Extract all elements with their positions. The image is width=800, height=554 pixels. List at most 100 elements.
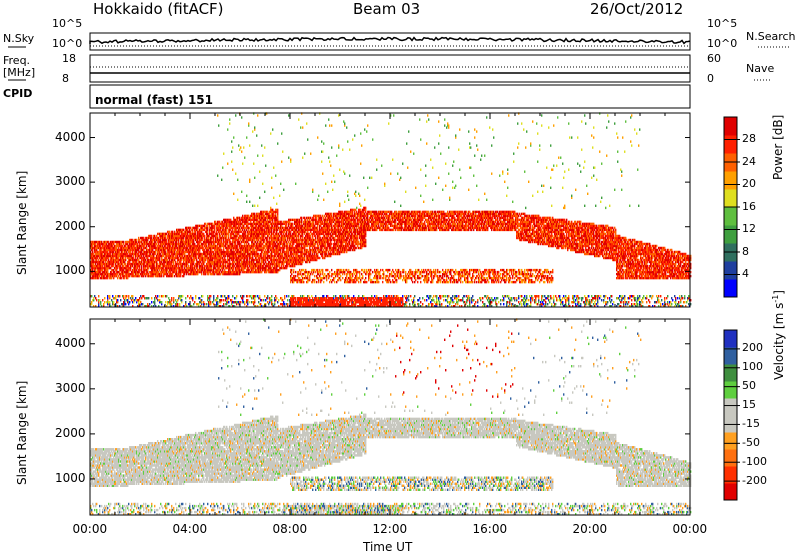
heatmap-cell (191, 297, 193, 300)
heatmap-cell (134, 274, 136, 278)
heatmap-cell (108, 262, 110, 266)
heatmap-cell (101, 258, 103, 262)
heatmap-cell (161, 236, 163, 240)
heatmap-cell (117, 250, 119, 254)
heatmap-cell (177, 272, 179, 276)
heatmap-cell (97, 276, 99, 280)
heatmap-cell (125, 262, 127, 266)
heatmap-cell (90, 270, 92, 274)
heatmap-cell (146, 272, 148, 276)
heatmap-cell (172, 268, 174, 272)
heatmap-cell (180, 240, 182, 244)
heatmap-cell (191, 246, 193, 250)
heatmap-cell (100, 248, 102, 252)
heatmap-cell (120, 240, 122, 244)
heatmap-cell (160, 260, 162, 264)
heatmap-cell (197, 234, 199, 238)
heatmap-cell (197, 224, 199, 228)
heatmap-cell (99, 274, 101, 278)
heatmap-cell (129, 274, 131, 278)
heatmap-cell (153, 236, 155, 240)
heatmap-cell (176, 264, 178, 268)
heatmap-cell (173, 238, 175, 242)
heatmap-cell (189, 230, 191, 234)
heatmap-cell (191, 260, 193, 264)
heatmap-cell (99, 256, 101, 260)
heatmap-cell (136, 270, 138, 274)
heatmap-cell (96, 254, 98, 258)
heatmap-cell (116, 258, 118, 262)
heatmap-cell (127, 254, 129, 258)
heatmap-cell (188, 236, 190, 240)
heatmap-cell (232, 295, 234, 298)
heatmap-cell (96, 252, 98, 256)
heatmap-cell (127, 262, 129, 266)
heatmap-cell (178, 236, 180, 240)
heatmap-cell (174, 256, 176, 260)
heatmap-cell (113, 303, 115, 306)
heatmap-cell (137, 299, 139, 302)
heatmap-cell (130, 258, 132, 262)
heatmap-cell (181, 264, 183, 268)
heatmap-cell (98, 258, 100, 262)
heatmap-cell (154, 252, 156, 256)
heatmap-cell (157, 236, 159, 240)
heatmap-cell (143, 264, 145, 268)
heatmap-cell (128, 258, 130, 262)
heatmap-cell (199, 260, 201, 264)
heatmap-cell (95, 246, 97, 250)
heatmap-cell (199, 262, 201, 266)
heatmap-cell (93, 299, 95, 302)
heatmap-cell (151, 270, 153, 274)
heatmap-cell (102, 244, 104, 248)
heatmap-cell (155, 256, 157, 260)
heatmap-cell (149, 270, 151, 274)
heatmap-cell (142, 252, 144, 256)
heatmap-cell (153, 274, 155, 278)
heatmap-cell (194, 228, 196, 232)
heatmap-cell (195, 246, 197, 250)
heatmap-cell (192, 228, 194, 232)
heatmap-cell (189, 232, 191, 236)
heatmap-cell (107, 268, 109, 272)
heatmap-cell (179, 246, 181, 250)
heatmap-cell (105, 266, 107, 270)
heatmap-cell (179, 242, 181, 246)
heatmap-cell (183, 238, 185, 242)
heatmap-cell (163, 295, 165, 298)
heatmap-cell (148, 236, 150, 240)
heatmap-cell (148, 266, 150, 270)
heatmap-cell (239, 148, 241, 151)
heatmap-cell (173, 242, 175, 246)
heatmap-cell (117, 240, 119, 244)
heatmap-cell (177, 299, 179, 302)
heatmap-cell (117, 242, 119, 246)
heatmap-cell (195, 254, 197, 258)
heatmap-cell (189, 242, 191, 246)
heatmap-cell (149, 240, 151, 244)
heatmap-cell (132, 297, 134, 300)
heatmap-cell (197, 268, 199, 272)
heatmap-cell (246, 136, 248, 139)
heatmap-cell (156, 270, 158, 274)
heatmap-cell (105, 246, 107, 250)
heatmap-cell (99, 242, 101, 246)
heatmap-cell (190, 234, 192, 238)
heatmap-cell (196, 224, 198, 228)
heatmap-cell (173, 305, 175, 308)
heatmap-cell (95, 252, 97, 256)
heatmap-cell (185, 301, 187, 304)
heatmap-cell (130, 252, 132, 256)
heatmap-cell (181, 295, 183, 298)
heatmap-cell (166, 264, 168, 268)
heatmap-cell (149, 260, 151, 264)
heatmap-cell (130, 256, 132, 260)
heatmap-cell (97, 244, 99, 248)
heatmap-cell (194, 230, 196, 234)
heatmap-cell (192, 232, 194, 236)
heatmap-cell (115, 272, 117, 276)
heatmap-cell (151, 244, 153, 248)
heatmap-cell (172, 266, 174, 270)
heatmap-cell (141, 268, 143, 272)
heatmap-cell (198, 252, 200, 256)
